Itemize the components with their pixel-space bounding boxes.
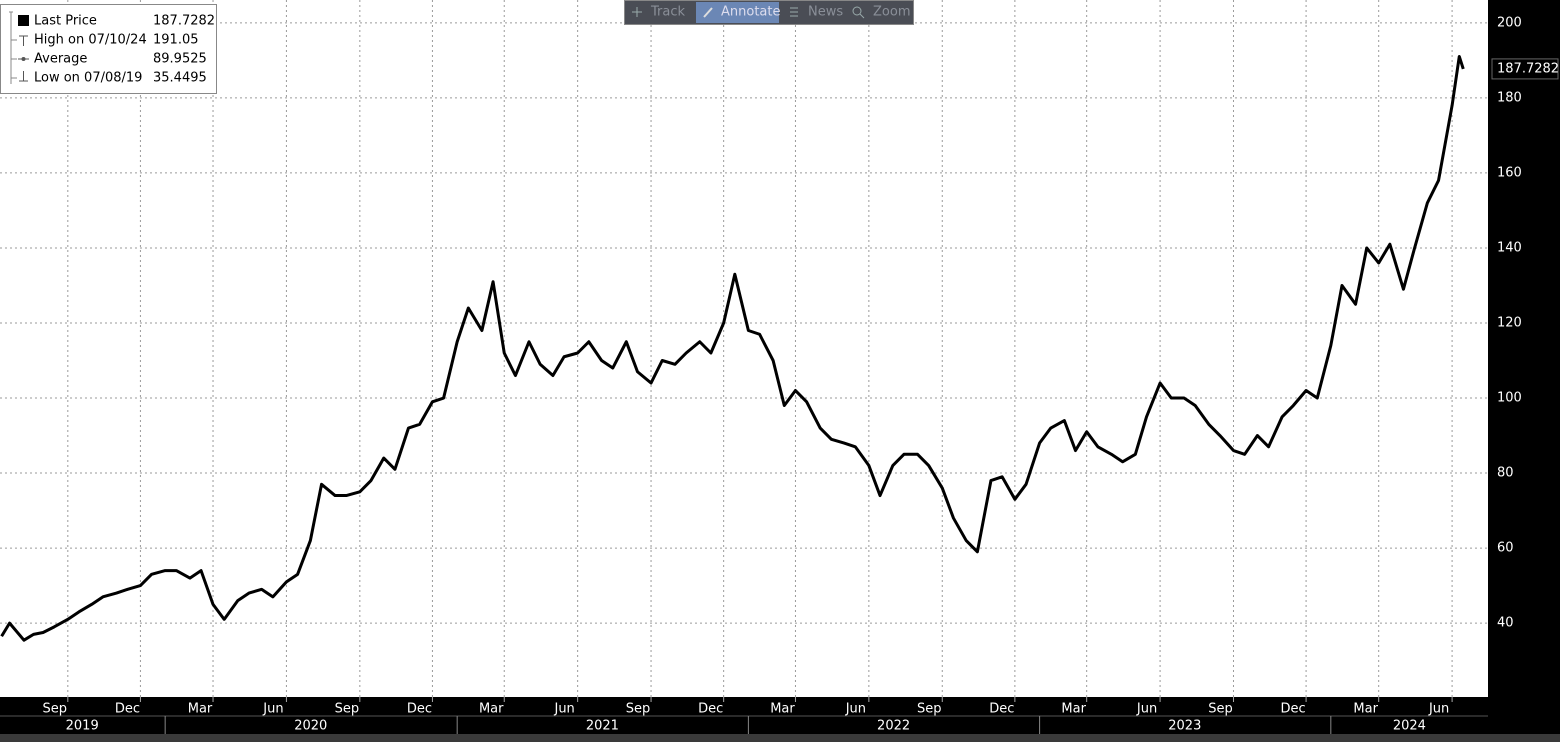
legend-icon <box>21 57 26 61</box>
x-group-label: 2024 <box>1393 719 1426 734</box>
x-tick-label: Sep <box>626 702 651 717</box>
x-tick-label: Jun <box>1428 702 1449 717</box>
toolbar-button[interactable]: Zoom <box>852 5 910 20</box>
y-tick-label: 120 <box>1497 315 1522 330</box>
bottom-strip <box>0 734 1560 742</box>
annotate-icon <box>703 7 713 18</box>
x-tick-label: Sep <box>335 702 360 717</box>
x-tick-label: Dec <box>698 702 723 717</box>
legend-value: 191.05 <box>153 33 199 48</box>
toolbar-button[interactable]: News <box>790 5 843 20</box>
toolbar-button[interactable]: Annotate <box>703 5 780 20</box>
last-price-tag <box>1491 58 1559 80</box>
y-tick-label: 160 <box>1497 165 1522 180</box>
x-tick-label: Sep <box>1208 702 1233 717</box>
toolbar: Track Annotate News Zoom <box>624 0 914 25</box>
x-group-label: 2019 <box>66 719 99 734</box>
toolbar-button[interactable]: Track <box>632 5 685 20</box>
y-tick-label: 40 <box>1497 616 1514 631</box>
x-tick-label: Dec <box>115 702 140 717</box>
x-tick-label: Mar <box>770 702 795 717</box>
legend-swatch <box>18 15 29 26</box>
x-tick-label: Jun <box>845 702 866 717</box>
legend-label: Average <box>34 52 87 67</box>
x-tick-label: Dec <box>1281 702 1306 717</box>
button-label: Track <box>650 5 685 20</box>
legend-box <box>0 4 217 94</box>
toolbar-active <box>696 2 779 23</box>
x-tick-label: Jun <box>553 702 574 717</box>
plot-area <box>0 0 1488 697</box>
legend-tree <box>9 11 17 84</box>
legend-value: 187.7282 <box>153 14 215 29</box>
grid-layer <box>0 0 1488 697</box>
y-tick-label: 100 <box>1497 391 1522 406</box>
x-tick-label: Sep <box>43 702 68 717</box>
legend-value: 35.4495 <box>153 71 207 86</box>
price-line <box>0 54 1465 642</box>
legend: Last Price 187.7282 High on 07/10/24 191.05… <box>0 4 217 94</box>
y-tick-label: 60 <box>1497 541 1514 556</box>
track-icon <box>632 7 642 17</box>
x-tick-label: Jun <box>1136 702 1157 717</box>
button-label: Zoom <box>873 5 910 20</box>
zoom-icon <box>852 6 862 16</box>
button-label: Annotate <box>721 5 780 20</box>
x-group-label: 2022 <box>877 719 910 734</box>
news-icon <box>790 7 798 17</box>
x-tick-label: Sep <box>917 702 942 717</box>
legend-rows: Last Price 187.7282 High on 07/10/24 191.05… <box>34 14 215 86</box>
x-group-label: 2020 <box>294 719 327 734</box>
x-tick-label: Mar <box>1061 702 1086 717</box>
y-tick-label: 200 <box>1497 15 1522 30</box>
legend-icon <box>19 35 28 46</box>
legend-label: High on 07/10/24 <box>34 33 147 48</box>
button-label: News <box>808 5 843 20</box>
y-tick-label: 80 <box>1497 466 1514 481</box>
x-tick-label: Mar <box>479 702 504 717</box>
last-price-label: 187.7282 <box>1497 61 1559 76</box>
x-tick-label: Mar <box>1353 702 1378 717</box>
x-tick-label: Mar <box>188 702 213 717</box>
x-group-label: 2023 <box>1168 719 1201 734</box>
y-tick-label: 180 <box>1497 90 1522 105</box>
legend-label: Last Price <box>34 14 97 29</box>
x-tick-label: Jun <box>262 702 283 717</box>
x-group-label: 2021 <box>586 719 619 734</box>
x-tick-label: Dec <box>989 702 1014 717</box>
zoom-icon <box>859 13 865 19</box>
legend-icon <box>19 71 28 82</box>
legend-label: Low on 07/08/19 <box>34 71 142 86</box>
line-layer <box>0 54 1465 642</box>
y-tick-label: 140 <box>1497 240 1522 255</box>
legend-value: 89.9525 <box>153 52 207 67</box>
x-tick-label: Dec <box>407 702 432 717</box>
